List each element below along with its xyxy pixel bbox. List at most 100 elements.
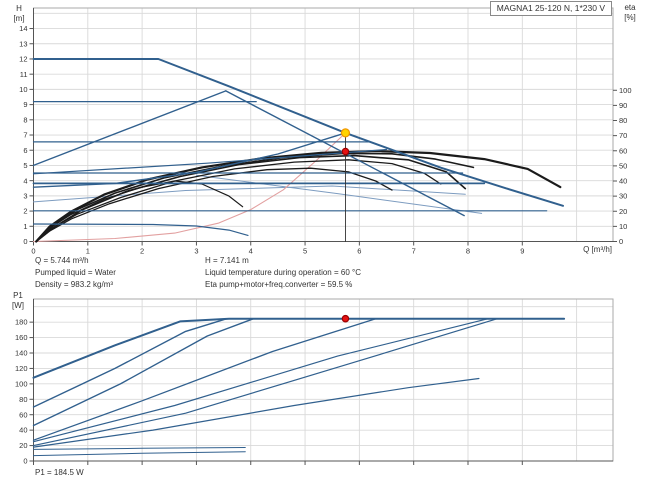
- svg-text:2: 2: [23, 207, 27, 216]
- h-axis-symbol: H: [16, 4, 22, 13]
- pump-model-label: MAGNA1 25-120 N, 1*230 V: [489, 1, 612, 16]
- svg-text:30: 30: [619, 192, 627, 201]
- pumped-liquid-text: Pumped liquid = Water: [35, 268, 116, 277]
- eta-curve-6: [35, 180, 244, 243]
- p1-power-chart: 0 20 40 60 80 100 120 140 160 180: [15, 298, 614, 466]
- svg-text:0: 0: [23, 457, 27, 466]
- head-value-text: H = 7.141 m: [205, 256, 249, 265]
- system-curve: [32, 132, 347, 243]
- svg-text:20: 20: [19, 441, 27, 450]
- svg-text:50: 50: [619, 161, 627, 170]
- svg-text:1: 1: [86, 247, 90, 256]
- svg-text:8: 8: [466, 247, 470, 256]
- rise-gentle-curve: [32, 148, 388, 175]
- eta-axis-unit: [%]: [624, 13, 636, 22]
- p1-curve-4: [32, 318, 377, 441]
- svg-text:5: 5: [23, 161, 27, 170]
- prop-pressure-max-rise: [32, 90, 227, 167]
- liquid-temp-text: Liquid temperature during operation = 60…: [205, 268, 361, 277]
- svg-text:3: 3: [23, 191, 27, 200]
- eta-axis-symbol: eta: [624, 3, 636, 12]
- series-group: [32, 58, 564, 243]
- svg-text:80: 80: [19, 395, 27, 404]
- min-speed-curve: [32, 223, 249, 236]
- duty-point: [340, 128, 351, 138]
- svg-text:140: 140: [15, 349, 28, 358]
- svg-text:7: 7: [412, 247, 416, 256]
- grid-lines: [33, 299, 613, 461]
- p1-axis-title: P1 [W]: [4, 291, 32, 311]
- series-group: [32, 317, 566, 457]
- svg-text:180: 180: [15, 318, 28, 327]
- svg-text:2: 2: [140, 247, 144, 256]
- p1-value-text: P1 = 184.5 W: [35, 468, 84, 477]
- svg-text:60: 60: [619, 146, 627, 155]
- tick-labels: 0 20 40 60 80 100 120 140 160 180: [15, 318, 523, 466]
- svg-text:7: 7: [23, 131, 27, 140]
- svg-text:60: 60: [19, 410, 27, 419]
- h-axis-unit: [m]: [13, 14, 25, 23]
- eta-curve-3: [35, 154, 467, 243]
- svg-text:9: 9: [520, 247, 524, 256]
- svg-text:10: 10: [619, 222, 627, 231]
- svg-text:120: 120: [15, 364, 28, 373]
- svg-text:100: 100: [619, 86, 632, 95]
- power-point: [341, 314, 350, 323]
- svg-text:8: 8: [23, 115, 27, 124]
- p1-axis-symbol: P1: [13, 291, 23, 300]
- svg-text:1: 1: [23, 222, 27, 231]
- density-text: Density = 983.2 kg/m³: [35, 280, 114, 289]
- p1-min-curve: [33, 447, 246, 450]
- setpoint-prop-curve: [32, 132, 347, 188]
- svg-text:10: 10: [19, 85, 27, 94]
- svg-text:20: 20: [619, 207, 627, 216]
- svg-text:70: 70: [619, 131, 627, 140]
- p1-max-curve: [32, 317, 566, 379]
- qh-y-axis-title: H [m]: [6, 4, 32, 24]
- p1-curve-6: [32, 318, 498, 447]
- aux-curve-2: [195, 174, 483, 214]
- svg-text:6: 6: [357, 247, 361, 256]
- svg-text:100: 100: [15, 379, 28, 388]
- svg-text:9: 9: [23, 100, 27, 109]
- svg-text:5: 5: [303, 247, 307, 256]
- aux-curve-1: [33, 185, 466, 203]
- svg-text:4: 4: [249, 247, 253, 256]
- q-axis-title: Q [m³/h]: [583, 245, 612, 254]
- svg-text:90: 90: [619, 101, 627, 110]
- flow-value-text: Q = 5.744 m³/h: [35, 256, 89, 265]
- svg-text:0: 0: [31, 247, 35, 256]
- eta-axis-title: eta [%]: [615, 3, 645, 23]
- eta-curve-4: [35, 159, 442, 243]
- p1-curve-5: [32, 318, 489, 443]
- svg-text:3: 3: [194, 247, 198, 256]
- svg-text:40: 40: [619, 177, 627, 186]
- svg-text:0: 0: [619, 237, 623, 246]
- eta-total-text: Eta pump+motor+freq.converter = 59.5 %: [205, 280, 353, 289]
- plot-frame: [33, 298, 614, 462]
- svg-text:11: 11: [20, 70, 28, 79]
- eta-point: [341, 147, 350, 156]
- pump-model-text: MAGNA1 25-120 N, 1*230 V: [496, 3, 605, 13]
- duty-info-right: H = 7.141 m Liquid temperature during op…: [205, 255, 361, 291]
- svg-text:12: 12: [19, 55, 27, 64]
- svg-text:80: 80: [619, 116, 627, 125]
- eta-curve-5: [35, 167, 393, 243]
- svg-text:160: 160: [15, 333, 28, 342]
- svg-text:40: 40: [19, 426, 27, 435]
- svg-text:4: 4: [23, 176, 27, 185]
- svg-text:13: 13: [19, 39, 27, 48]
- svg-text:0: 0: [23, 237, 27, 246]
- p1-curve-3: [32, 318, 255, 427]
- svg-text:14: 14: [19, 24, 27, 33]
- p1-low-curve: [33, 451, 246, 457]
- svg-text:6: 6: [23, 146, 27, 155]
- duty-info-left: Q = 5.744 m³/h Pumped liquid = Water Den…: [35, 255, 116, 291]
- p1-curve-7: [32, 377, 480, 448]
- p1-curve-2: [32, 318, 228, 408]
- p1-axis-unit: [W]: [12, 301, 24, 310]
